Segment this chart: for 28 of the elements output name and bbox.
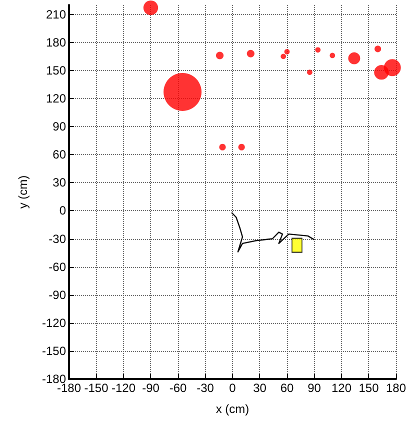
- y-tick-label: -120: [42, 316, 66, 330]
- x-tick-label: 30: [253, 381, 267, 395]
- x-tick-label: -30: [196, 381, 214, 395]
- x-tick-label: -150: [84, 381, 109, 395]
- y-tick-label: 120: [46, 92, 66, 106]
- x-tick-label: 90: [308, 381, 322, 395]
- y-tick-label: -60: [48, 260, 66, 274]
- y-tick-label: -150: [42, 344, 66, 358]
- y-tick-label: 150: [46, 63, 66, 78]
- y-tick-label: 210: [46, 7, 66, 22]
- y-tick-label: 60: [52, 148, 66, 162]
- x-tick-label: 120: [331, 381, 352, 395]
- y-tick-label: 90: [52, 120, 66, 134]
- y-axis-title: y (cm): [16, 175, 30, 209]
- x-tick-label: -90: [142, 381, 160, 395]
- y-tick-label: 30: [52, 176, 66, 190]
- y-tick-label: 180: [46, 35, 66, 50]
- x-tick-label: -60: [169, 381, 187, 395]
- x-tick-label: 180: [386, 381, 406, 395]
- y-tick-label: 0: [59, 204, 66, 218]
- x-tick-label: -120: [111, 381, 136, 395]
- x-axis-title: x (cm): [216, 402, 250, 416]
- y-tick-label: -30: [48, 232, 66, 246]
- x-tick-label: 0: [229, 381, 236, 395]
- y-tick-label: -90: [48, 288, 66, 302]
- line-series: [230, 212, 315, 252]
- x-tick-label: 60: [280, 381, 294, 395]
- x-tick-label: 150: [358, 381, 380, 395]
